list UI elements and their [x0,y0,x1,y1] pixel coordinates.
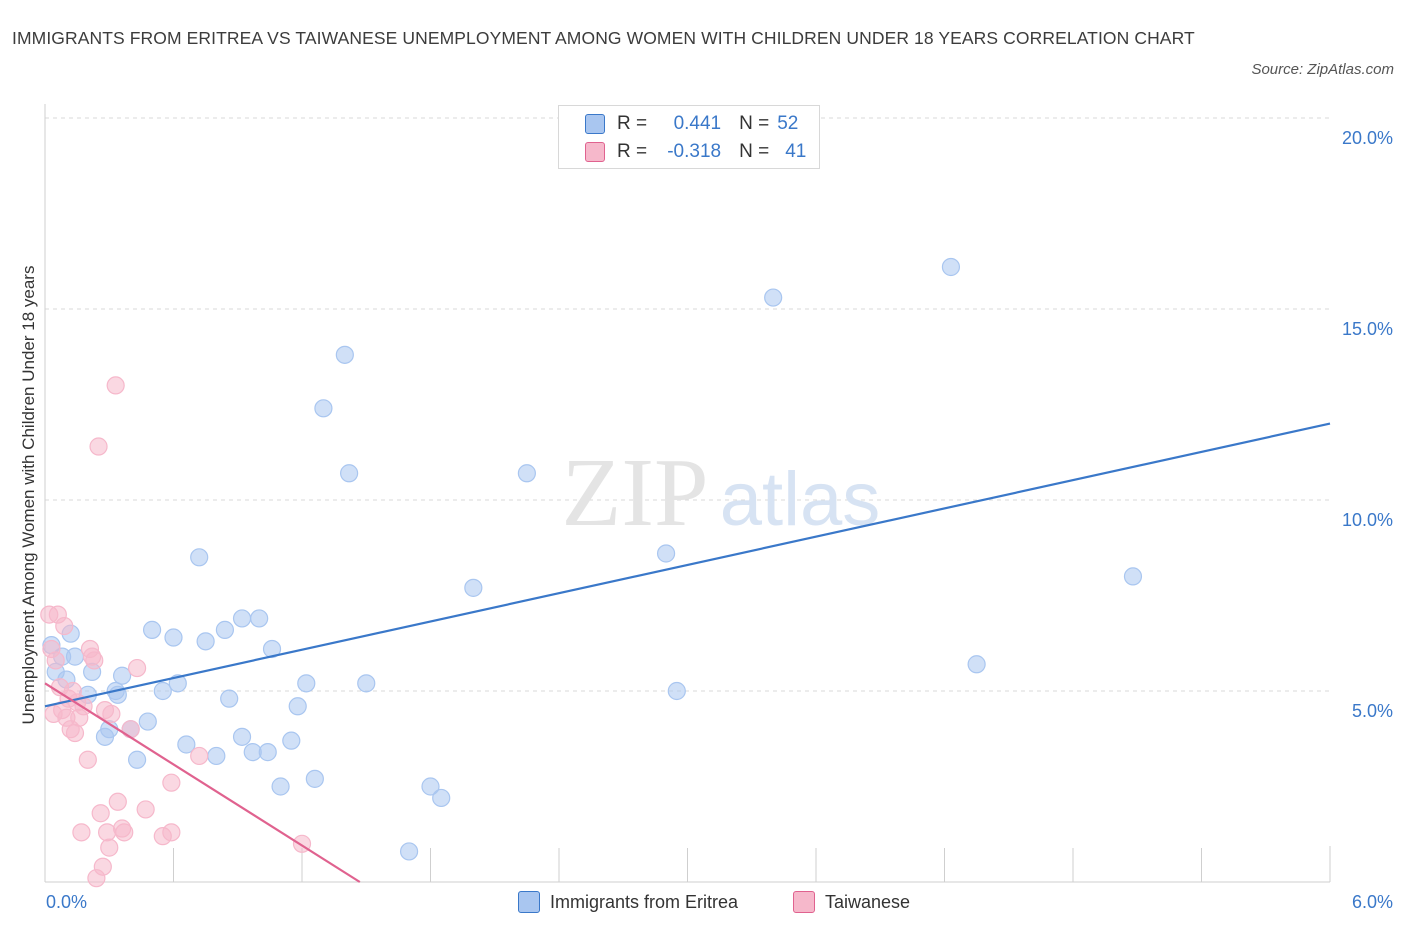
legend-n-label: N = [739,141,770,162]
eritrea-point [142,620,162,639]
legend-swatch-eritrea [585,114,605,134]
eritrea-point [667,681,686,701]
eritrea-point [764,288,783,307]
y-tick-label: 10.0% [1342,510,1393,530]
y-tick-label: 20.0% [1342,128,1393,148]
eritrea-point [967,655,986,674]
trend-lines [44,422,1331,883]
taiwanese-point [190,746,209,766]
eritrea-point [215,620,234,639]
watermark-zip: ZIP [562,439,709,547]
legend-r-value: -0.318 [667,141,722,162]
eritrea-point [421,777,440,796]
legend-row-taiwanese: R = -0.318 N = 41 [585,140,806,164]
eritrea-point [177,735,196,754]
eritrea-point [112,666,132,685]
eritrea-point [127,750,147,769]
eritrea-point [335,345,354,364]
legend-row-eritrea: R = 0.441 N = 52 [585,112,798,136]
taiwanese-point [162,823,181,842]
bottom-legend-eritrea: Immigrants from Eritrea [518,889,738,915]
eritrea-point [517,464,536,483]
source-label: Source: ZipAtlas.com [1251,61,1394,78]
eritrea-point [207,746,226,766]
taiwanese-point [100,838,119,857]
eritrea-point [357,674,376,693]
taiwanese-point [115,823,134,842]
bottom-legend-label-taiwanese: Taiwanese [825,891,911,912]
x-tick-label: 0.0% [46,892,87,912]
grid-lines [45,117,1330,692]
eritrea-point [232,609,252,628]
taiwanese-point [65,723,85,743]
eritrea-point [399,842,419,861]
taiwanese-point [108,792,127,811]
taiwanese-point [78,750,97,769]
eritrea-point [65,647,85,666]
taiwanese-trend-line [44,682,361,883]
taiwanese-point [102,704,121,724]
stats-legend: R = 0.441 N = 52 R = -0.318 N = 41 [558,105,820,169]
eritrea-point [232,727,252,746]
bottom-legend-swatch-eritrea [518,891,540,913]
eritrea-point [288,697,307,716]
legend-r-label: R = [617,113,648,134]
taiwanese-point [121,720,140,739]
taiwanese-point [93,857,112,876]
taiwanese-point [46,651,65,670]
axes [44,104,1331,883]
eritrea-point [314,399,333,418]
taiwanese-point [89,437,108,456]
eritrea-point [305,769,324,788]
chart-title: IMMIGRANTS FROM ERITREA VS TAIWANESE UNE… [12,28,1195,48]
eritrea-point [250,609,269,628]
taiwanese-point [127,658,147,678]
eritrea-point [190,548,209,567]
data-points [40,257,1143,888]
eritrea-point [1123,567,1143,586]
taiwanese-point [55,616,74,636]
taiwanese-point [98,823,117,842]
taiwanese-point [85,651,104,670]
y-tick-label: 5.0% [1352,701,1393,721]
bottom-legend-label-eritrea: Immigrants from Eritrea [550,891,739,912]
taiwanese-point [162,773,181,792]
eritrea-point [153,681,172,701]
eritrea-point [340,464,359,483]
tick-labels: 5.0% 10.0% 15.0% 20.0% 0.0% 6.0% [46,128,1393,912]
eritrea-point [220,689,239,708]
eritrea-point [282,731,301,750]
legend-r-label: R = [617,141,648,162]
eritrea-point [258,743,277,762]
bottom-legend-swatch-taiwanese [793,891,815,913]
eritrea-point [271,777,290,796]
eritrea-point [196,632,215,651]
eritrea-point [297,674,316,693]
legend-n-value: 41 [785,141,807,162]
eritrea-trend-line [44,422,1331,708]
legend-n-label: N = [739,113,770,134]
legend-r-value: 0.441 [673,113,722,134]
watermark-atlas: atlas [720,457,881,542]
eritrea-point [656,544,676,563]
eritrea-point [432,788,451,808]
taiwanese-point [106,376,125,395]
bottom-legend-taiwanese: Taiwanese [793,889,910,915]
watermark: ZIP atlas [562,439,881,547]
eritrea-point [262,639,282,659]
eritrea-point [164,628,183,647]
x-tick-label: 6.0% [1352,892,1393,912]
eritrea-point [138,712,157,731]
y-tick-label: 15.0% [1342,319,1393,339]
eritrea-point [464,578,483,597]
eritrea-point [941,257,961,277]
legend-swatch-taiwanese [585,142,605,162]
taiwanese-point [136,800,155,819]
taiwanese-point [91,804,110,823]
y-axis-label: Unemployment Among Women with Children U… [19,266,38,725]
legend-n-value: 52 [777,113,799,134]
taiwanese-point [72,823,91,842]
